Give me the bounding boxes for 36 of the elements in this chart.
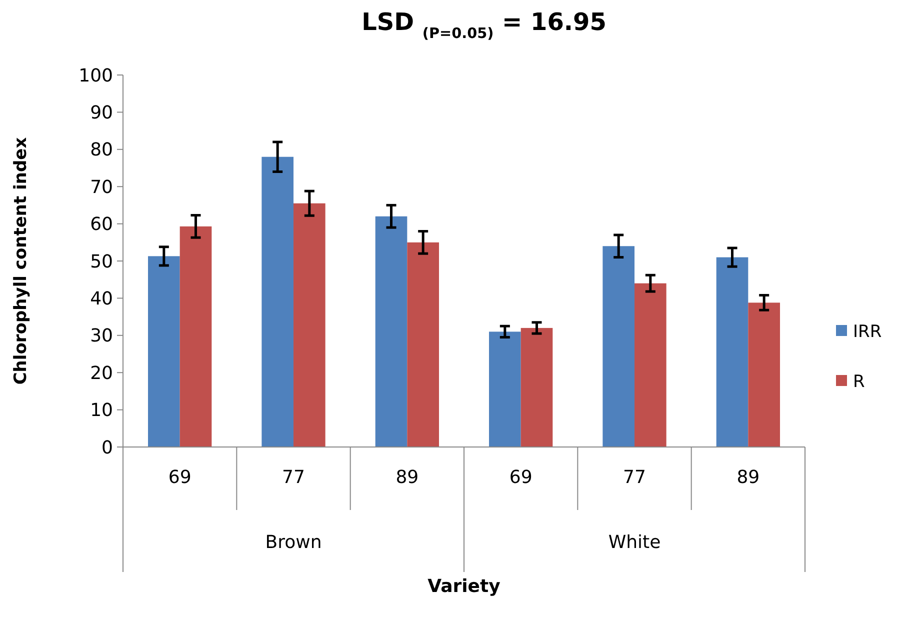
x-tick-label: 89: [736, 467, 760, 488]
bar: [180, 226, 212, 447]
bar: [716, 257, 748, 447]
bar: [148, 256, 180, 447]
bar: [375, 216, 408, 447]
bar: [489, 332, 521, 447]
x-axis-title: Variety: [428, 576, 501, 597]
y-tick-label: 20: [90, 362, 113, 384]
y-tick-label: 0: [102, 437, 113, 458]
y-tick-label: 30: [90, 326, 113, 347]
legend-label: R: [853, 372, 865, 392]
legend-label: IRR: [853, 322, 882, 342]
x-tick-label: 77: [623, 467, 646, 488]
bar: [602, 246, 634, 447]
x-tick-label: 89: [396, 467, 419, 488]
bar: [748, 302, 780, 447]
x-tick-label: 77: [282, 467, 305, 488]
y-tick-label: 10: [90, 400, 113, 422]
x-tick-label: 69: [168, 467, 192, 488]
text: Brown: [265, 532, 322, 553]
x-tick-label: 69: [509, 467, 532, 488]
chart-title: LSD $_{(P=0.05)}$ = 16.95: [362, 8, 606, 42]
bar: [407, 242, 439, 447]
text: White: [608, 532, 661, 553]
y-tick-label: 80: [90, 140, 113, 161]
bar: [294, 203, 326, 447]
y-tick-label: 60: [90, 214, 113, 236]
y-axis-title: Chlorophyll content index: [11, 137, 31, 385]
bar: [520, 328, 553, 447]
y-tick-label: 40: [90, 288, 113, 310]
bar: [262, 156, 294, 447]
y-tick-label: 70: [90, 176, 113, 198]
y-tick-label: 50: [90, 251, 113, 272]
y-tick-label: 90: [90, 102, 113, 124]
bar: [634, 283, 666, 447]
y-tick-label: 100: [78, 65, 113, 86]
